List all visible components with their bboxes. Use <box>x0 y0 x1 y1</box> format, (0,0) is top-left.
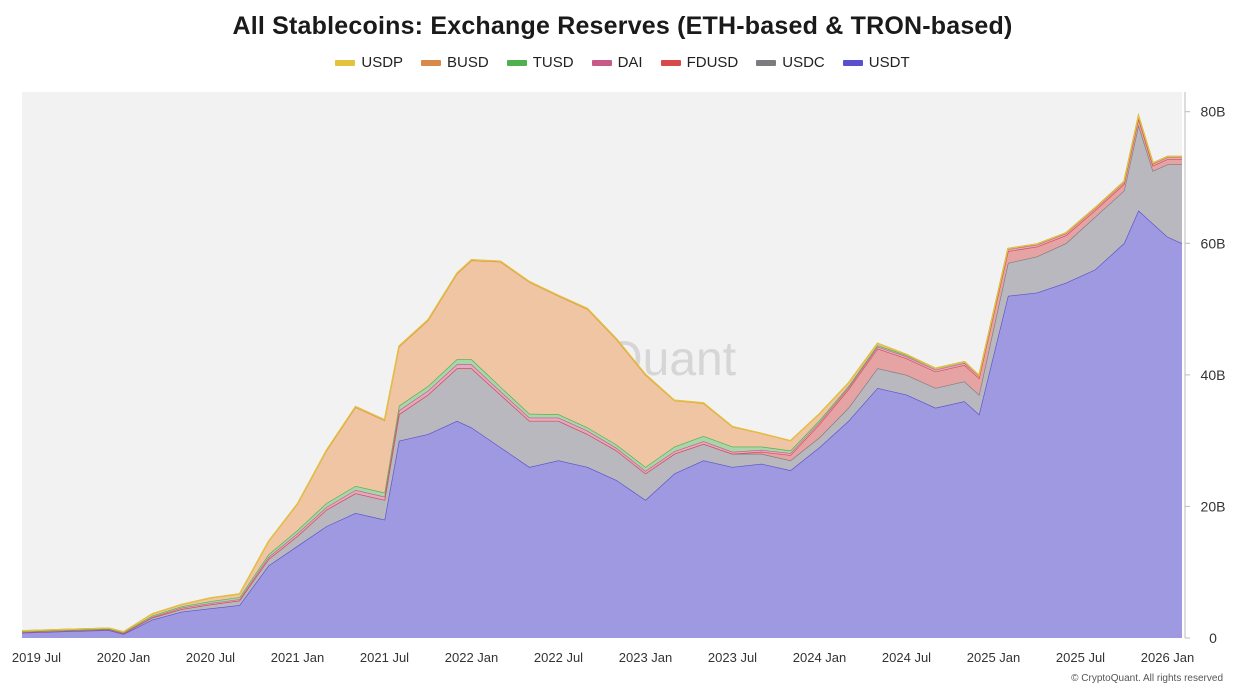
series-areas <box>21 113 1183 638</box>
legend: USDP BUSD TUSD DAI FDUSD USDC USDT <box>0 54 1245 71</box>
copyright-footer: © CryptoQuant. All rights reserved <box>1071 673 1223 684</box>
legend-label: FDUSD <box>686 54 739 71</box>
legend-label: USDC <box>782 54 825 71</box>
legend-swatch <box>842 59 863 66</box>
legend-label: USDT <box>868 54 910 71</box>
legend-swatch <box>591 59 612 66</box>
x-tick-label: 2023 Jan <box>619 650 673 665</box>
y-tick-label: 20B <box>1201 498 1226 514</box>
y-tick-label: 0 <box>1209 630 1217 646</box>
legend-swatch <box>660 59 681 66</box>
x-tick-label: 2023 Jul <box>708 650 757 665</box>
legend-label: BUSD <box>447 54 489 71</box>
legend-item-busd[interactable]: BUSD <box>421 54 489 71</box>
x-tick-label: 2022 Jul <box>534 650 583 665</box>
x-tick-label: 2021 Jul <box>360 650 409 665</box>
legend-label: TUSD <box>532 54 574 71</box>
y-tick-label: 40B <box>1201 367 1226 383</box>
x-tick-label: 2020 Jan <box>97 650 151 665</box>
legend-swatch <box>421 59 442 66</box>
chart-title: All Stablecoins: Exchange Reserves (ETH-… <box>232 12 1013 40</box>
legend-swatch <box>335 59 356 66</box>
legend-swatch <box>756 59 777 66</box>
legend-item-usdc[interactable]: USDC <box>756 54 825 71</box>
legend-item-usdp[interactable]: USDP <box>335 54 403 71</box>
x-axis: 2019 Jul 2020 Jan 2020 Jul 2021 Jan 2021 Jul… <box>12 650 1194 665</box>
legend-item-tusd[interactable]: TUSD <box>506 54 574 71</box>
x-tick-label: 2024 Jul <box>882 650 931 665</box>
area-fdusd <box>22 118 1182 634</box>
x-tick-label: 2019 Jul <box>12 650 61 665</box>
legend-item-usdt[interactable]: USDT <box>842 54 910 71</box>
y-tick-label: 60B <box>1201 235 1226 251</box>
area-busd <box>22 115 1182 633</box>
y-axis: 0 20B 40B 60B 80B <box>1185 104 1225 646</box>
y-tick-label: 80B <box>1201 104 1226 120</box>
x-tick-label: 2024 Jan <box>793 650 847 665</box>
legend-item-fdusd[interactable]: FDUSD <box>660 54 739 71</box>
x-tick-label: 2026 Jan <box>1141 650 1195 665</box>
x-tick-label: 2022 Jan <box>445 650 499 665</box>
x-tick-label: 2020 Jul <box>186 650 235 665</box>
legend-item-dai[interactable]: DAI <box>591 54 643 71</box>
x-tick-label: 2025 Jul <box>1056 650 1105 665</box>
x-tick-label: 2021 Jan <box>271 650 325 665</box>
legend-swatch <box>506 59 527 66</box>
area-usdt <box>22 210 1182 638</box>
legend-label: DAI <box>617 54 643 71</box>
x-tick-label: 2025 Jan <box>967 650 1021 665</box>
legend-label: USDP <box>361 54 404 71</box>
line-usdp <box>21 113 1182 633</box>
